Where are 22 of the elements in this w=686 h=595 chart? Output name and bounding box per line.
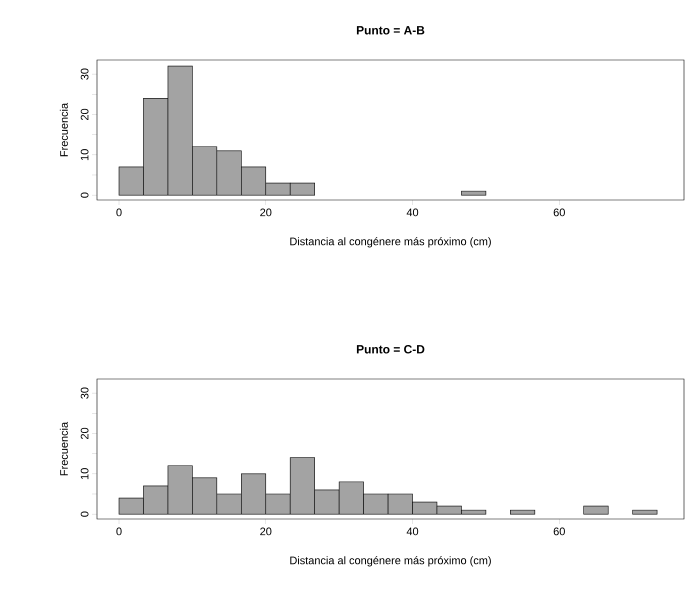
y-tick-label: 0 bbox=[80, 192, 88, 198]
x-tick-label: 40 bbox=[406, 208, 418, 216]
x-tick-label: 60 bbox=[554, 528, 565, 536]
x-tick-label: 20 bbox=[260, 208, 272, 216]
y-tick-label: 30 bbox=[80, 68, 88, 80]
y-tick-label: 0 bbox=[80, 512, 88, 517]
y-tick-label: 10 bbox=[80, 468, 88, 480]
x-tick-label: 60 bbox=[554, 208, 565, 216]
x-tick-label: 40 bbox=[406, 528, 418, 536]
chart-title: Punto = A-B bbox=[356, 26, 424, 34]
x-tick-label: 0 bbox=[116, 208, 122, 216]
y-axis-title: Frecuencia bbox=[60, 422, 68, 476]
y-tick-label: 20 bbox=[80, 428, 88, 440]
y-tick-label: 10 bbox=[80, 149, 88, 160]
x-tick-label: 20 bbox=[260, 528, 272, 536]
x-axis-title: Distancia al congénere más próximo (cm) bbox=[290, 556, 491, 566]
y-tick-label: 30 bbox=[80, 387, 88, 399]
y-axis-title: Frecuencia bbox=[60, 102, 68, 156]
x-tick-label: 0 bbox=[116, 528, 122, 536]
x-axis-title: Distancia al congénere más próximo (cm) bbox=[290, 237, 491, 248]
y-tick-label: 20 bbox=[80, 108, 88, 120]
chart-title: Punto = C-D bbox=[356, 345, 424, 354]
